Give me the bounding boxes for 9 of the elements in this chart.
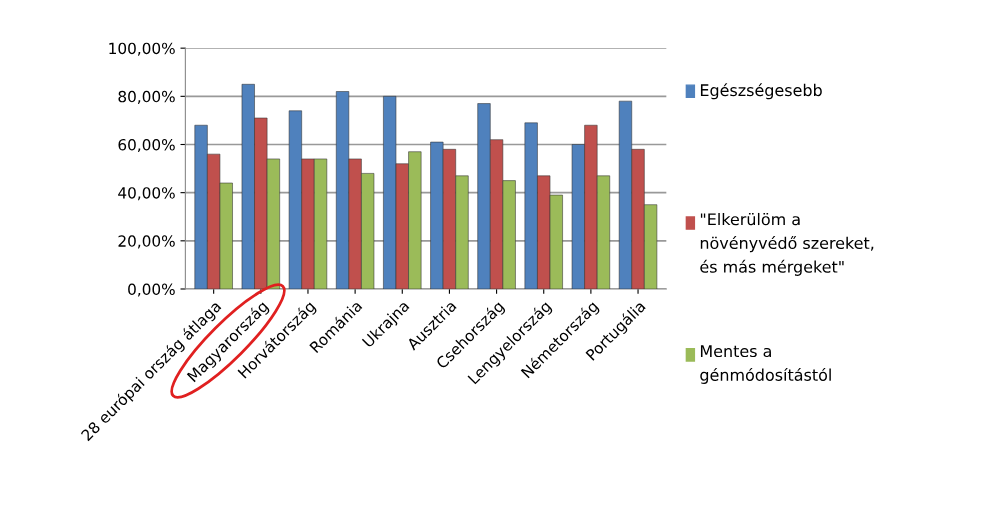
y-tick-label: 40,00%	[118, 187, 175, 201]
y-tick-label: 80,00%	[118, 90, 175, 104]
y-tick-label: 100,00%	[109, 42, 175, 56]
y-tick-label: 20,00%	[118, 235, 175, 249]
legend-label: "Elkerülöm a növényvédő szereket, és más mérgeket"	[700, 212, 874, 276]
y-tick-label: 60,00%	[118, 138, 175, 153]
legend-label: Mentes a génmódosítástól	[700, 345, 831, 384]
legend-label: Egészségesebb	[700, 83, 822, 100]
y-tick-label: 0,00%	[128, 283, 175, 297]
